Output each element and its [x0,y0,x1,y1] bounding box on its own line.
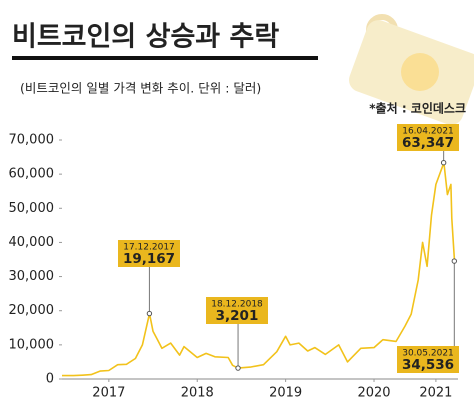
annotation-point [451,258,458,264]
annotation-point [440,160,447,166]
x-tick-label: 2020 [357,386,390,401]
annotation-date: 30.05.2021 [402,349,454,359]
logo-coin [401,53,439,91]
annotation-value: 63,347 [402,135,454,151]
annotation-box [397,346,459,373]
coin-logo [349,14,474,125]
annotation-box [397,124,459,151]
annotation-value: 19,167 [123,251,175,267]
chart-subtitle: (비트코인의 일별 가격 변화 추이. 단위 : 달러) [20,81,261,96]
source: *출처 : 코인데스크 [369,101,466,116]
y-tick-label: 50,000 [9,201,55,216]
y-tick-label: 0 [46,372,54,387]
x-tick-label: 2018 [181,386,214,401]
annotation-value: 34,536 [402,357,454,373]
annotation-date: 18.12.2018 [211,300,263,310]
title-underline [12,56,318,60]
annotation-point [146,310,153,317]
x-tick-label: 2017 [92,386,125,401]
annotation-date: 17.12.2017 [123,243,175,253]
y-tick-label: 40,000 [9,235,55,250]
y-tick-label: 20,000 [9,303,55,318]
x-tick-label: 2019 [269,386,302,401]
annotation-date: 16.04.2021 [402,127,454,137]
annotation-box [118,240,180,267]
price-line [62,161,456,377]
y-tick-label: 10,000 [9,337,55,352]
annotation-point [235,365,241,371]
annotation-box [206,297,268,324]
y-tick-label: 60,000 [9,167,55,182]
annotation-value: 3,201 [216,308,259,324]
x-tick-label: 2021 [419,386,452,401]
y-tick-label: 70,000 [9,133,55,148]
y-tick-label: 30,000 [9,269,55,284]
chart-title: 비트코인의 상승과 추락 [12,22,279,53]
